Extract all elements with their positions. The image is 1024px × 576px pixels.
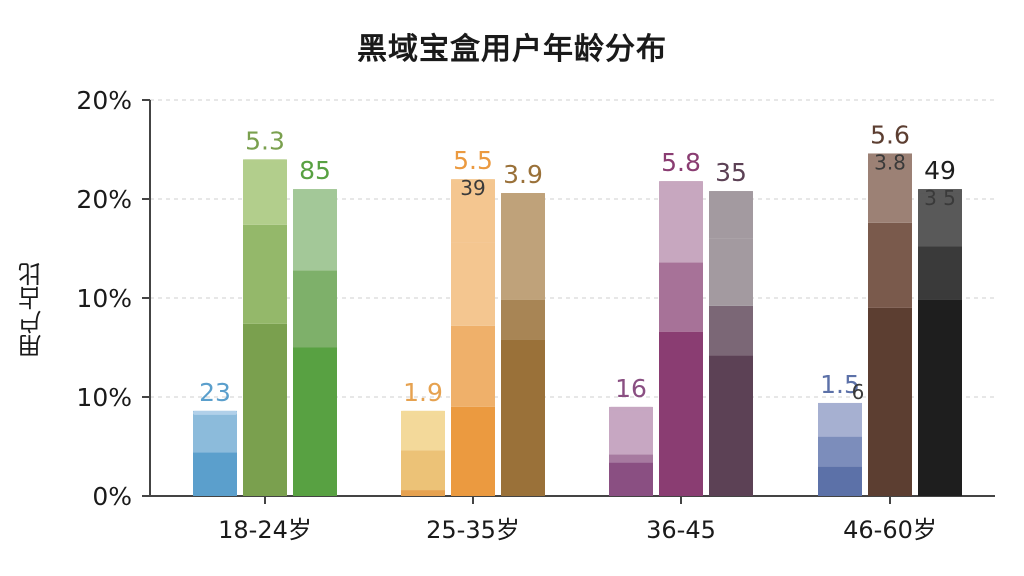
bar-segment — [451, 179, 495, 243]
bar-cap — [451, 179, 495, 184]
bar-segment — [818, 466, 862, 496]
bar-segment — [868, 307, 912, 496]
bar-segment — [659, 181, 703, 263]
bar-segment — [193, 410, 237, 453]
bar-segment — [243, 224, 287, 324]
bar-segment — [501, 339, 545, 496]
bar-value-label: 85 — [299, 156, 331, 185]
bar-segment — [709, 238, 753, 306]
bar-segment — [401, 490, 445, 496]
bar-segment — [243, 159, 287, 225]
bar-value-label-secondary: 3 5 — [924, 186, 956, 210]
y-tick-label: 10% — [76, 284, 132, 313]
bar-segment — [918, 189, 962, 247]
bar-cap — [818, 402, 862, 407]
bar-segment — [609, 406, 653, 455]
bar-cap — [659, 181, 703, 186]
bar-cap — [868, 153, 912, 158]
bar-segment — [918, 246, 962, 300]
bar-segment — [868, 222, 912, 308]
bar-cap — [501, 193, 545, 198]
bar-value-label: 3.9 — [503, 160, 543, 189]
bar-value-label: 5.6 — [870, 120, 910, 149]
bar-cap — [918, 189, 962, 194]
bar-cap — [193, 410, 237, 415]
x-tick-label: 18-24岁 — [218, 516, 312, 544]
bar-segment — [709, 305, 753, 356]
bar-value-label-secondary: 39 — [460, 176, 485, 200]
x-tick-label: 46-60岁 — [843, 516, 937, 544]
bar-segment — [293, 270, 337, 348]
bar-segment — [501, 299, 545, 340]
bar-segment — [709, 191, 753, 239]
bar-segment — [401, 410, 445, 451]
bar-segment — [193, 452, 237, 496]
chart-title: 黑域宝盒用户年龄分布 — [357, 32, 667, 67]
x-tick-label: 36-45 — [646, 516, 716, 544]
bar-cap — [709, 191, 753, 196]
bar-segment — [243, 323, 287, 496]
bar-segment — [818, 436, 862, 467]
bar-value-label-secondary: 3.8 — [874, 150, 906, 174]
bar-segment — [659, 262, 703, 332]
bar-value-label: 49 — [924, 156, 956, 185]
bar-cap — [293, 189, 337, 194]
bar-value-label: 23 — [199, 378, 231, 407]
bar-value-label: 5.8 — [661, 148, 701, 177]
y-tick-label: 0% — [92, 482, 132, 511]
y-tick-label: 10% — [76, 383, 132, 412]
bar-value-label: 16 — [615, 374, 647, 403]
bar-value-label: 5.5 — [453, 146, 493, 175]
bar-segment — [868, 153, 912, 223]
bar-segment — [709, 355, 753, 496]
bar-segment — [293, 347, 337, 496]
bar-segment — [609, 462, 653, 496]
bar-segment — [818, 402, 862, 437]
bar-segment — [401, 450, 445, 491]
bar-segment — [451, 325, 495, 407]
bar-value-label-secondary: 6 — [852, 380, 865, 404]
bar-value-label: 1.9 — [403, 378, 443, 407]
bar-segment — [918, 299, 962, 496]
bar-segment — [659, 331, 703, 496]
bar-cap — [243, 159, 287, 164]
y-tick-label: 20% — [76, 86, 132, 115]
bar-segment — [609, 454, 653, 463]
bar-segment — [293, 189, 337, 271]
bar-value-label: 1.5 — [820, 370, 860, 399]
bar-value-label: 35 — [715, 158, 747, 187]
x-tick-label: 25-35岁 — [426, 516, 520, 544]
bar-segment — [451, 242, 495, 326]
bar-segment — [501, 193, 545, 300]
bar-cap — [401, 410, 445, 415]
y-tick-label: 20% — [76, 185, 132, 214]
bar-value-label: 5.3 — [245, 126, 285, 155]
bar-cap — [609, 406, 653, 411]
bar-segment — [451, 406, 495, 496]
